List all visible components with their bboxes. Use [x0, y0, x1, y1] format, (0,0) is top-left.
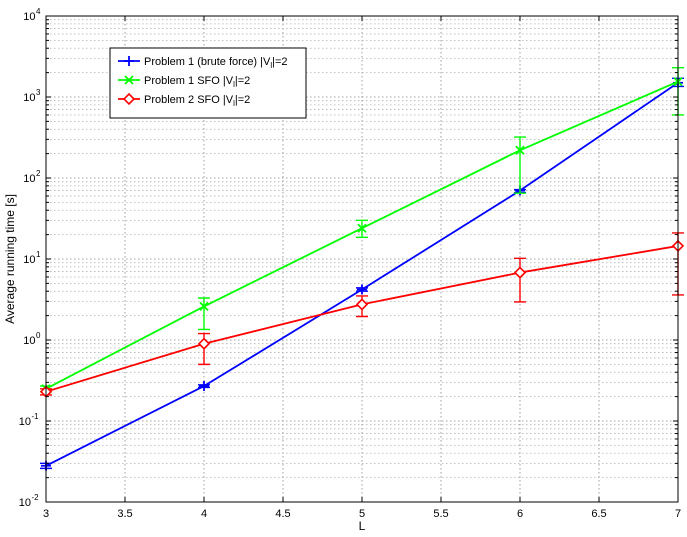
y-tick-label: 10-1 — [19, 412, 39, 428]
data-point-marker — [515, 145, 525, 155]
grid — [46, 16, 678, 502]
data-point-marker — [199, 301, 209, 312]
x-tick-label: 4 — [201, 508, 207, 520]
legend-item: Problem 1 (brute force) |Vl|=2 — [118, 56, 288, 70]
data-point-marker — [513, 266, 527, 279]
data-point-marker — [355, 298, 369, 311]
data-point-marker — [357, 223, 367, 233]
error-bar — [514, 136, 526, 194]
y-tick-label: 101 — [23, 250, 41, 266]
legend-label: Problem 2 SFO |Vl|=2 — [144, 94, 250, 108]
y-tick-label: 104 — [23, 7, 41, 23]
x-tick-label: 6 — [517, 508, 523, 520]
error-bar — [198, 297, 210, 331]
y-tick-label: 100 — [23, 331, 41, 347]
x-tick-label: 7 — [675, 508, 681, 520]
data-point-marker — [124, 56, 134, 66]
data-point-marker — [199, 381, 209, 392]
axis-ticks: 3 3.5 4 4.5 5 5.5 6 6.5 7 10-2 10-1 100 101 102 103 104 — [19, 7, 681, 520]
x-tick-label: 5.5 — [433, 508, 448, 520]
data-point-marker — [122, 92, 136, 106]
x-tick-label: 4.5 — [275, 508, 290, 520]
legend-label: Problem 1 (brute force) |Vl|=2 — [144, 56, 288, 70]
x-axis-label: L — [359, 519, 366, 533]
x-tick-label: 3.5 — [117, 508, 132, 520]
x-tick-label: 6.5 — [591, 508, 606, 520]
legend-item: Problem 1 SFO |Vl|=2 — [118, 75, 250, 89]
data-point-marker — [197, 337, 211, 350]
legend-box — [109, 47, 307, 119]
series-group — [39, 67, 685, 471]
data-point-marker — [357, 284, 367, 295]
y-axis-label: Average running time [s] — [3, 194, 17, 324]
y-tick-label: 103 — [23, 88, 41, 104]
data-point-marker — [124, 75, 134, 85]
x-tick-label: 5 — [359, 508, 365, 520]
legend-item: Problem 2 SFO |Vl|=2 — [118, 92, 250, 108]
legend-label: Problem 1 SFO |Vl|=2 — [144, 75, 250, 89]
legend: Problem 1 (brute force) |Vl|=2 Problem 1 … — [109, 47, 307, 119]
y-tick-label: 10-2 — [19, 493, 39, 509]
x-tick-label: 3 — [43, 508, 49, 520]
error-bar — [514, 257, 526, 303]
y-tick-label: 102 — [23, 169, 41, 185]
